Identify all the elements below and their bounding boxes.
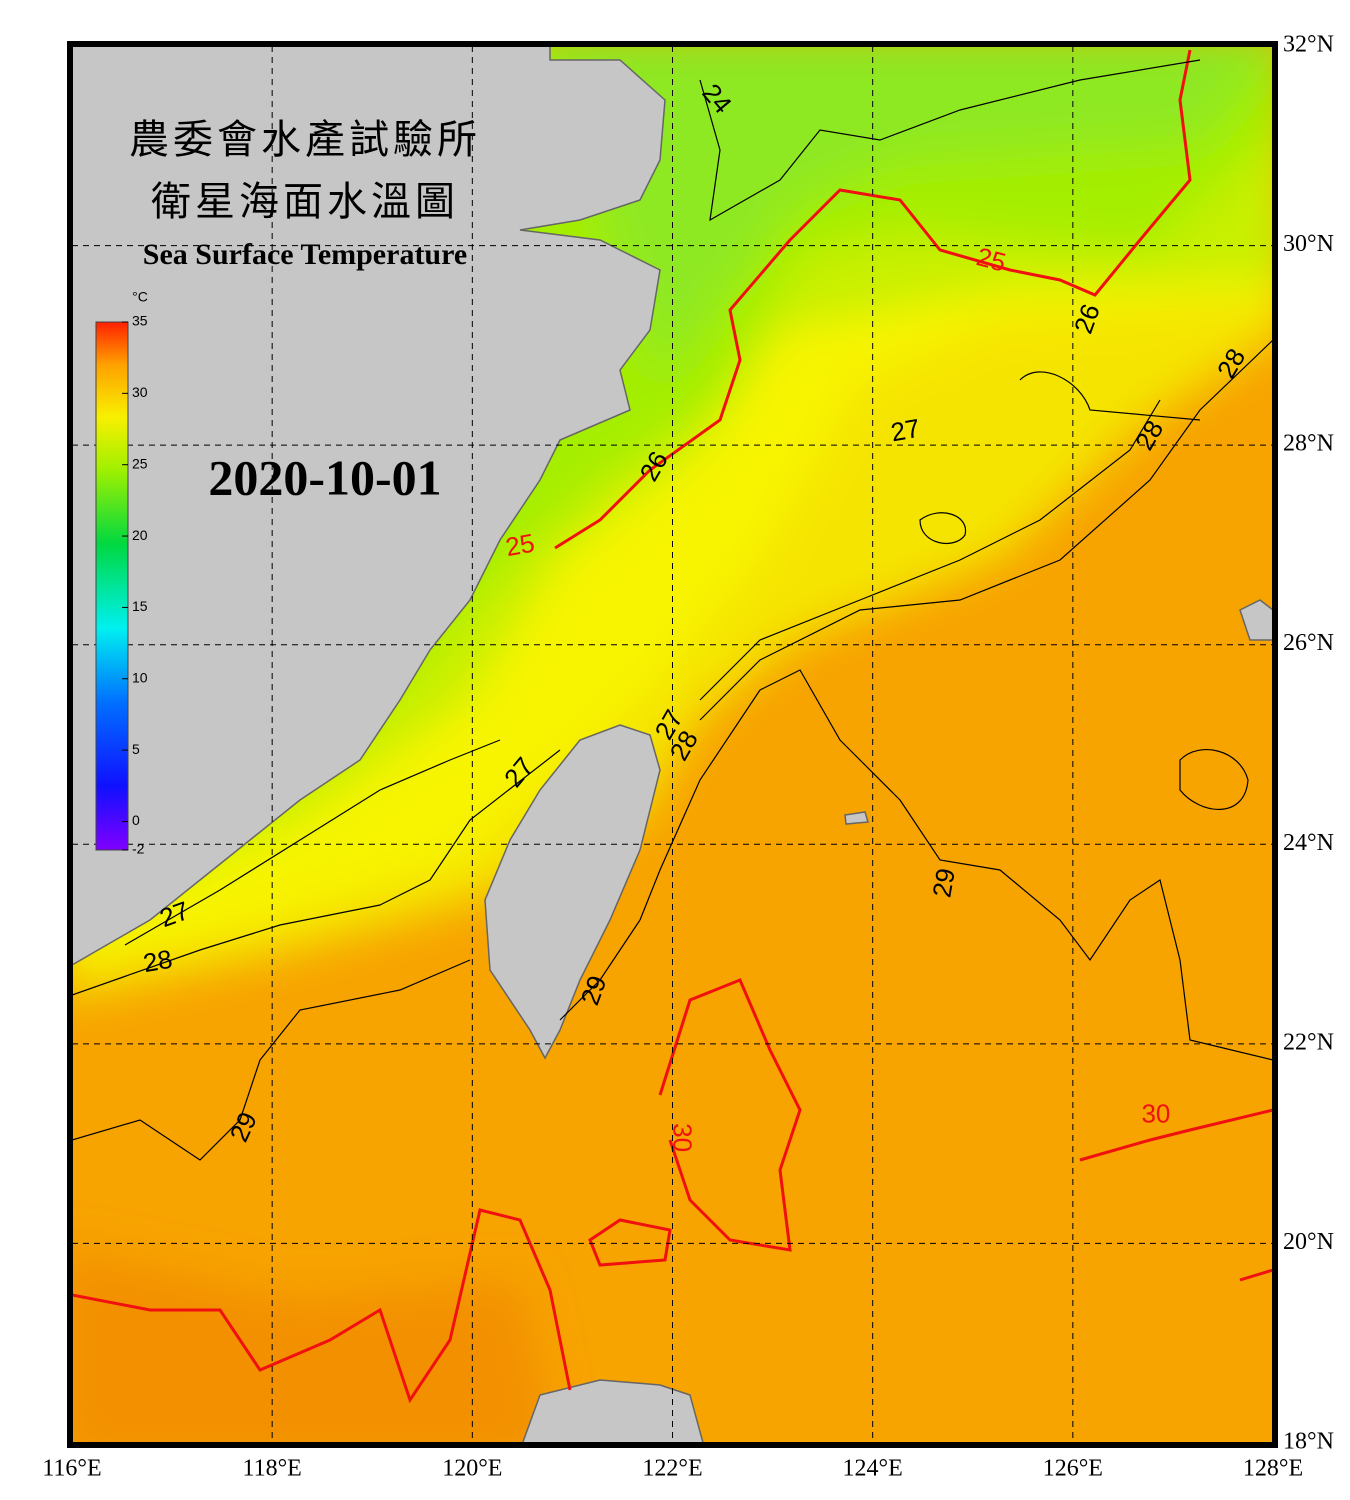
lon-tick-label: 122°E — [642, 1456, 702, 1482]
lon-tick-label: 128°E — [1243, 1456, 1303, 1482]
contour-label: 29 — [926, 866, 961, 900]
colorbar-tick-label: 20 — [132, 527, 148, 543]
lat-tick-label: 28°N — [1283, 431, 1334, 457]
lat-tick-label: 22°N — [1283, 1029, 1334, 1055]
sst-field — [72, 46, 1273, 1443]
lat-tick-label: 26°N — [1283, 630, 1334, 656]
map-frame — [67, 41, 1278, 1448]
island — [844, 811, 869, 825]
colorbar-tick-label: 35 — [132, 313, 148, 329]
colorbar-tick-label: 15 — [132, 598, 148, 614]
title-line1: 農委會水產試驗所 — [129, 117, 481, 163]
colorbar-tick-label: 10 — [132, 669, 148, 685]
lat-tick-label: 24°N — [1283, 830, 1334, 856]
luzon — [521, 1379, 704, 1443]
date: 2020-10-01 — [208, 449, 441, 505]
contour-label: 30 — [1141, 1099, 1170, 1129]
colorbar-tick-label: -2 — [132, 841, 145, 857]
graticule — [72, 46, 1273, 1443]
lon-tick-label: 120°E — [442, 1456, 502, 1482]
colorbar-tick-label: 25 — [132, 455, 148, 471]
colorbar-tick-label: 30 — [132, 384, 148, 400]
contour-label: 28 — [141, 944, 175, 979]
lon-tick-label: 118°E — [242, 1456, 301, 1482]
lat-tick-label: 32°N — [1283, 32, 1334, 58]
title-line2: 衛星海面水溫圖 — [151, 179, 459, 225]
contour-label: 27 — [888, 413, 922, 448]
lon-tick-label: 116°E — [42, 1456, 101, 1482]
colorbar-unit: °C — [132, 289, 148, 305]
island — [1239, 599, 1273, 641]
taiwan — [484, 724, 661, 1060]
contour-label: 30 — [668, 1123, 698, 1152]
colorbar-tick-label: 0 — [132, 812, 140, 828]
contours — [72, 49, 1273, 1404]
lat-tick-label: 30°N — [1283, 231, 1334, 257]
china-coast — [72, 46, 666, 966]
lat-tick-label: 18°N — [1283, 1429, 1334, 1455]
lon-tick-label: 126°E — [1043, 1456, 1103, 1482]
colorbar — [95, 321, 129, 851]
lat-tick-label: 20°N — [1283, 1229, 1334, 1255]
contour-label: 25 — [503, 528, 537, 563]
subtitle: Sea Surface Temperature — [143, 238, 467, 271]
colorbar-tick-label: 5 — [132, 741, 140, 757]
lon-tick-label: 124°E — [843, 1456, 903, 1482]
